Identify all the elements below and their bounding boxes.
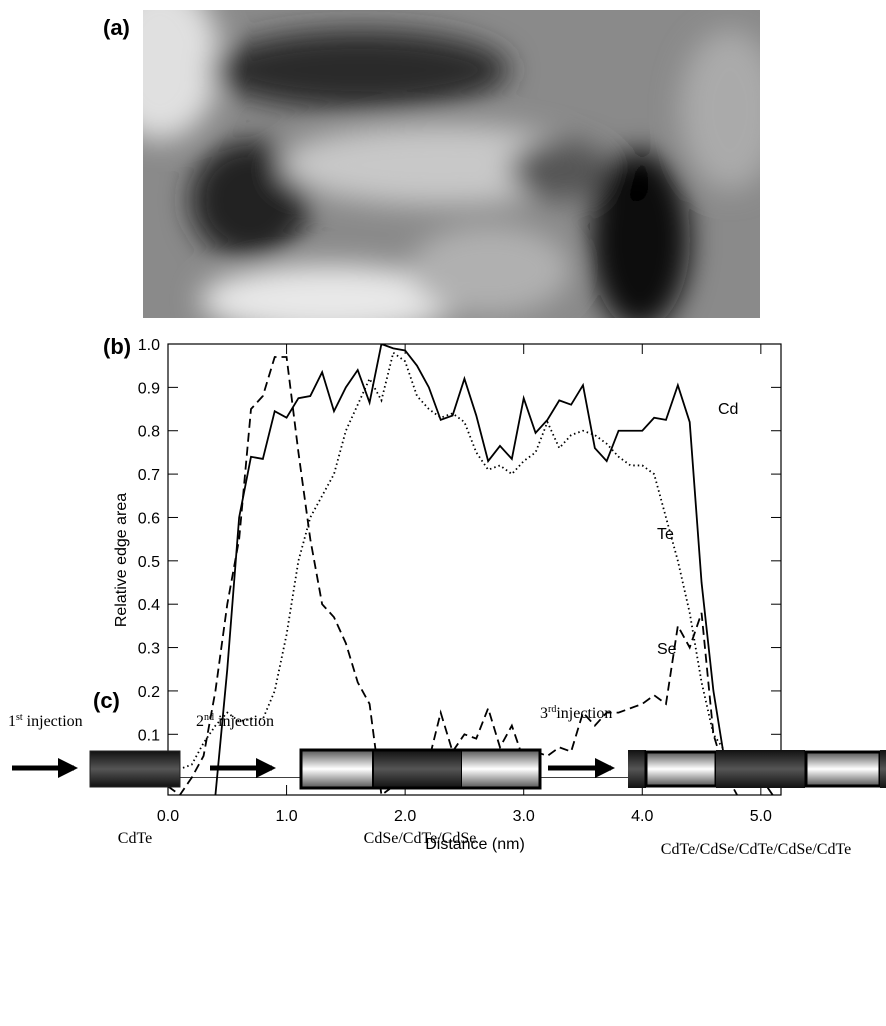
y-tick-label: 0.8 <box>138 424 160 441</box>
micrograph <box>143 10 760 318</box>
x-tick-label: 4.0 <box>631 808 653 825</box>
diagram: 1st injection 2nd injection 3rdinjection… <box>8 704 886 858</box>
rod-outline <box>299 748 542 790</box>
data-line <box>214 344 774 795</box>
x-tick-label: 5.0 <box>750 808 772 825</box>
injection-number: 1 <box>8 713 16 730</box>
y-tick-label: 0.4 <box>138 597 160 614</box>
product-label: CdTe <box>118 830 152 847</box>
y-tick-label: 0.1 <box>138 727 160 744</box>
series-label: Cd <box>718 401 738 418</box>
product-label: CdTe/CdSe/CdTe/CdSe/CdTe <box>661 841 851 858</box>
cdse-segment <box>462 750 540 788</box>
line-chart: Distance (nm) Relative edge area 0.0 1.0 2… <box>113 337 782 853</box>
y-tick-label: 1.0 <box>138 337 160 354</box>
injection-label: 2nd injection <box>196 712 274 730</box>
cdte-segment <box>89 750 181 788</box>
x-axis-label: Distance (nm) <box>425 836 525 853</box>
cdse-segment <box>644 750 718 788</box>
injection-text: injection <box>214 713 274 730</box>
injection-text: injection <box>23 713 83 730</box>
plot-area <box>168 344 774 795</box>
panel-label: (c) <box>93 688 120 713</box>
y-tick-label: 0.3 <box>138 641 160 658</box>
y-tick-label: 0.5 <box>138 554 160 571</box>
x-tick-label: 3.0 <box>513 808 535 825</box>
injection-label: 3rdinjection <box>540 704 612 722</box>
series-label: Se <box>657 641 677 658</box>
injection-suffix: rd <box>548 704 556 715</box>
data-line <box>168 351 774 779</box>
injection-number: 3 <box>540 705 548 722</box>
plot-frame <box>167 343 782 796</box>
rod <box>299 748 542 790</box>
x-tick-label: 1.0 <box>275 808 297 825</box>
x-tick-label: 0.0 <box>157 808 179 825</box>
injection-text: injection <box>556 705 612 722</box>
panel-label: (a) <box>103 15 130 40</box>
cdte-segment <box>628 750 646 788</box>
cdte-segment <box>716 750 805 788</box>
cdte-segment <box>372 749 463 789</box>
injection-suffix: st <box>16 712 23 723</box>
y-tick-label: 0.7 <box>138 467 160 484</box>
data-line <box>168 356 738 795</box>
y-tick-label: 0.6 <box>138 510 160 527</box>
cdse-segment <box>301 750 373 788</box>
cdse-segment <box>804 750 882 788</box>
cdte-segment <box>880 750 886 788</box>
y-axis-label: Relative edge area <box>113 493 130 627</box>
series-label: Te <box>657 526 674 543</box>
injection-label: 1st injection <box>8 712 83 730</box>
rod <box>628 750 886 788</box>
y-tick-label: 0.9 <box>138 380 160 397</box>
panel-label: (b) <box>103 334 131 359</box>
y-tick-label: 0.2 <box>138 684 160 701</box>
product-label: CdSe/CdTe/CdSe <box>364 830 477 847</box>
x-tick-label: 2.0 <box>394 808 416 825</box>
injection-number: 2 <box>196 713 204 730</box>
injection-suffix: nd <box>204 712 214 723</box>
